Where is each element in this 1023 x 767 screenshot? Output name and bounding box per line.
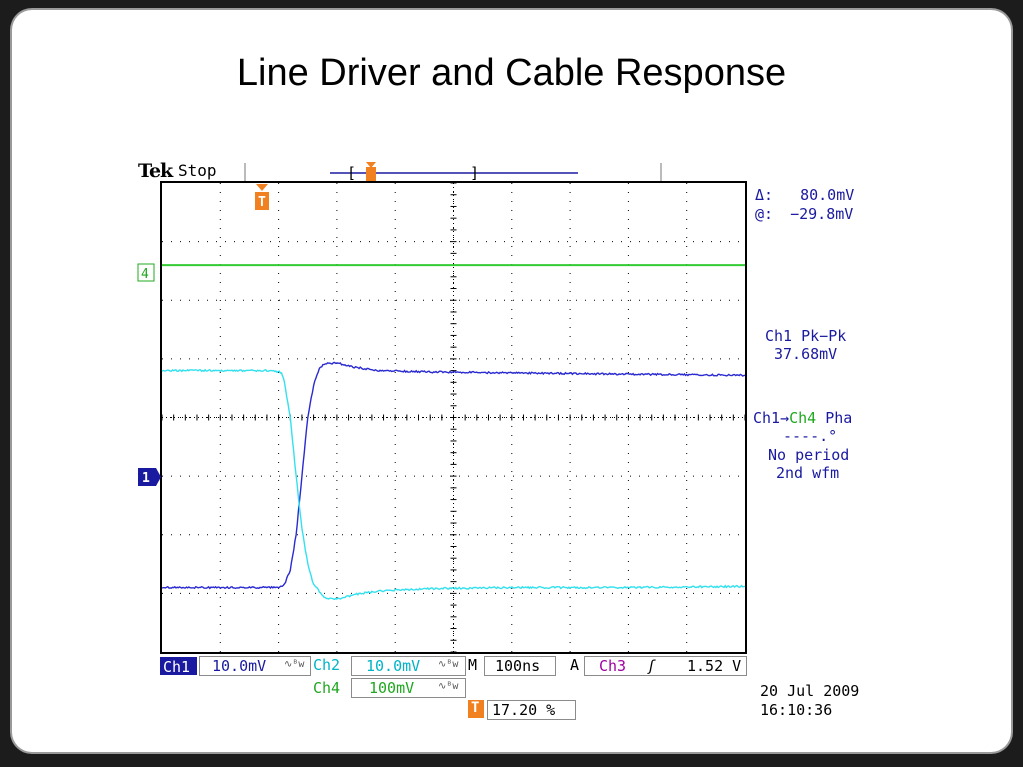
ch1-scale: 10.0mV xyxy=(212,657,266,675)
phase-note-2: 2nd wfm xyxy=(776,464,839,482)
pkpk-label: Ch1 Pk−Pk xyxy=(765,327,846,345)
time-label: M xyxy=(468,656,477,674)
phase-note-1: No period xyxy=(768,446,849,464)
ch4-ground-marker[interactable]: 4 xyxy=(138,264,154,282)
phase-arrow: → xyxy=(780,409,789,427)
trigger-source: Ch3 xyxy=(599,657,626,675)
ch4-ground-marker-label: 4 xyxy=(141,267,149,282)
trigger-level: 1.52 V xyxy=(687,657,741,675)
phase-suffix: Pha xyxy=(816,409,852,427)
phase-measurement-label: Ch1→Ch4 Pha xyxy=(753,409,852,427)
ch2-scale-box[interactable]: 10.0mV ∿ᴮw xyxy=(351,656,466,676)
cursor-delta-readout: Δ: 80.0mV xyxy=(755,186,854,204)
svg-text:]: ] xyxy=(470,164,479,182)
cursor-at-label: @: xyxy=(755,205,773,223)
trigger-position-icon-label: T xyxy=(471,700,479,716)
trigger-position-box[interactable]: 17.20 % xyxy=(487,700,576,720)
ch4-bandwidth-icon: ∿ᴮw xyxy=(438,681,458,692)
time-scale: 100ns xyxy=(495,657,540,675)
ch4-label[interactable]: Ch4 xyxy=(313,679,340,697)
trigger-position-icon: T xyxy=(468,700,484,718)
cursor-at-value: −29.8mV xyxy=(790,205,853,223)
ch4-scale: 100mV xyxy=(369,679,414,697)
ch1-ground-marker-label: 1 xyxy=(142,471,150,486)
ch1-ground-marker[interactable]: 1 xyxy=(138,468,161,486)
cursor-delta-value: 80.0mV xyxy=(800,186,854,204)
ch1-scale-box[interactable]: 10.0mV ∿ᴮw xyxy=(199,656,311,676)
svg-text:[: [ xyxy=(347,164,356,182)
ch2-label[interactable]: Ch2 xyxy=(313,656,340,674)
time-scale-box[interactable]: 100ns xyxy=(484,656,556,676)
record-indicator: [ ] xyxy=(245,162,661,182)
cursor-at-readout: @: −29.8mV xyxy=(755,205,853,223)
trigger-mode: A xyxy=(570,656,579,674)
ch1-label: Ch1 xyxy=(163,658,190,676)
trigger-box[interactable]: Ch3 ʃ 1.52 V xyxy=(584,656,747,676)
phase-from: Ch1 xyxy=(753,409,780,427)
trigger-slope-icon: ʃ xyxy=(647,657,656,675)
ch2-bandwidth-icon: ∿ᴮw xyxy=(438,659,458,670)
phase-value: ----.° xyxy=(783,427,837,445)
time: 16:10:36 xyxy=(760,701,832,719)
phase-to: Ch4 xyxy=(789,409,816,427)
date: 20 Jul 2009 xyxy=(760,682,859,700)
trigger-time-marker-label: T xyxy=(258,195,266,210)
trigger-position-marker xyxy=(366,162,376,181)
ch4-scale-box[interactable]: 100mV ∿ᴮw xyxy=(351,678,466,698)
trigger-position: 17.20 % xyxy=(492,701,555,719)
ch2-scale: 10.0mV xyxy=(366,657,420,675)
pkpk-value: 37.68mV xyxy=(774,345,837,363)
ch1-bandwidth-icon: ∿ᴮw xyxy=(284,659,304,670)
cursor-delta-label: Δ: xyxy=(755,186,773,204)
